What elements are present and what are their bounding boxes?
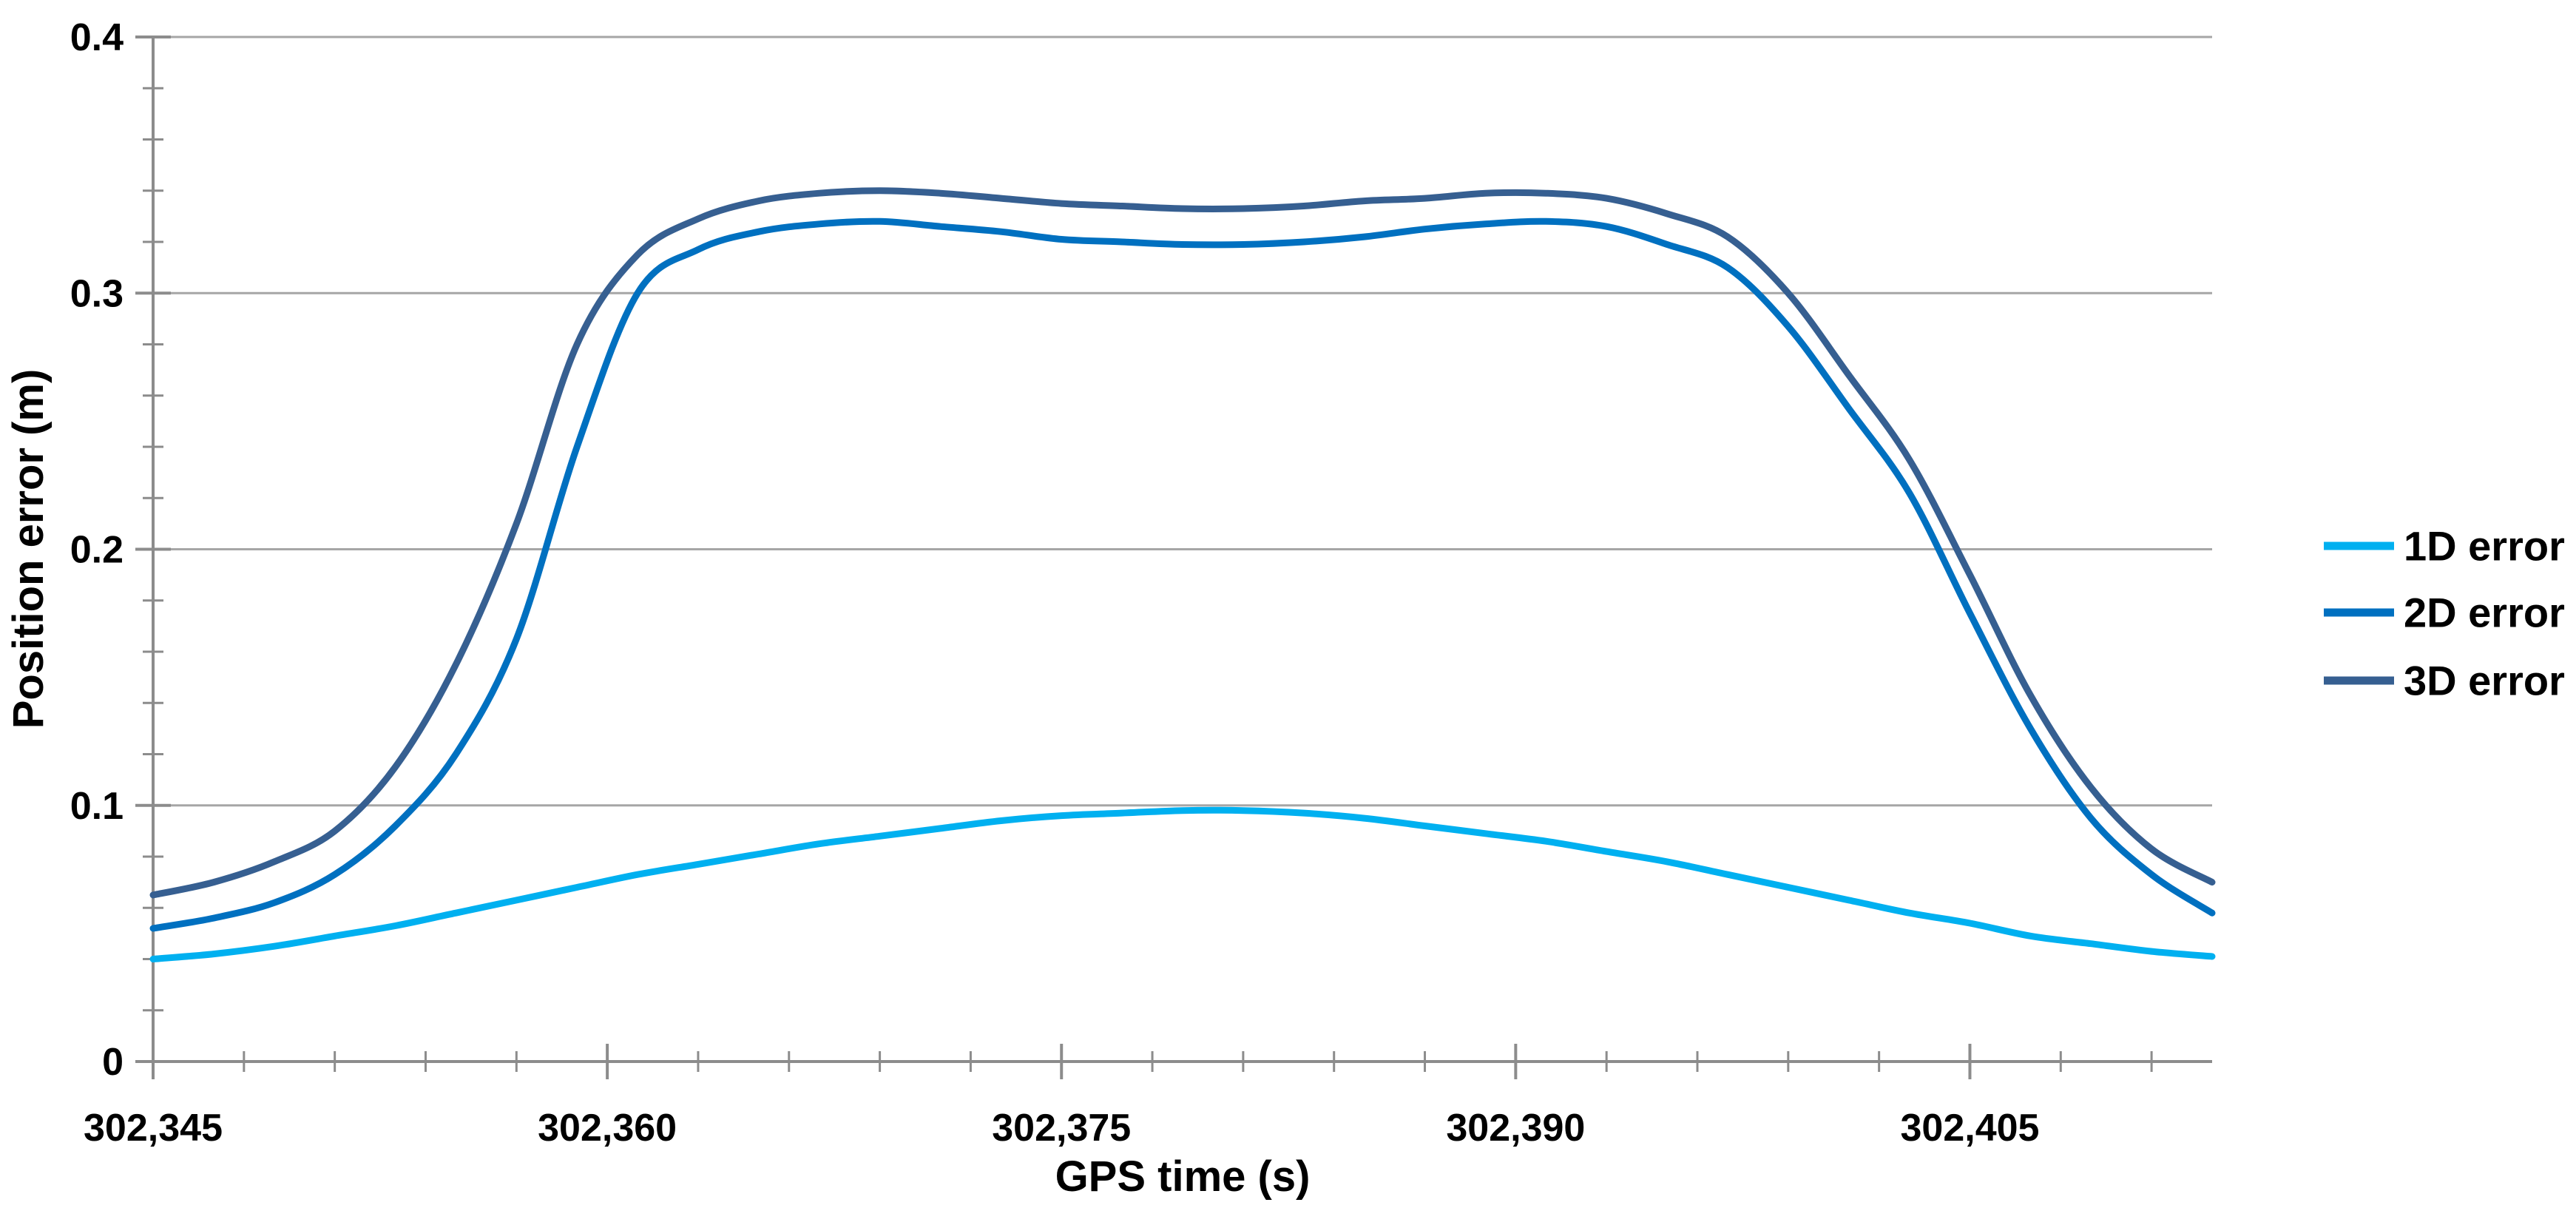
y-tick-label: 0.3: [70, 272, 124, 315]
y-axis-title: Position error (m): [4, 369, 53, 729]
ticks-layer: [135, 36, 2153, 1079]
legend-item-2d-error[interactable]: 2D error: [2324, 590, 2565, 636]
legend: 1D error 2D error 3D error: [2324, 523, 2565, 704]
legend-item-3d-error[interactable]: 3D error: [2324, 658, 2565, 704]
legend-label-3d-error: 3D error: [2404, 658, 2565, 704]
legend-item-1d-error[interactable]: 1D error: [2324, 523, 2565, 570]
y-tick-label: 0.2: [70, 529, 124, 572]
series-line-3d-error[interactable]: [149, 187, 2216, 899]
tick-labels-layer: 0 0.1 0.2 0.3 0.4 302,345 302,360 302,375 302,39…: [70, 16, 2040, 1150]
series-line-2d-error[interactable]: [149, 217, 2216, 932]
y-tick-label: 0: [102, 1041, 124, 1084]
legend-label-1d-error: 1D error: [2404, 523, 2565, 570]
y-tick-label: 0.4: [70, 16, 124, 59]
gridlines-layer: [153, 36, 2212, 807]
x-axis-title: GPS time (s): [1055, 1153, 1311, 1201]
x-tick-label: 302,375: [992, 1107, 1131, 1150]
legend-label-2d-error: 2D error: [2404, 590, 2565, 636]
x-tick-label: 302,360: [538, 1107, 677, 1150]
plot-series: [149, 187, 2216, 962]
series-line-1d-error[interactable]: [149, 806, 2216, 962]
x-tick-label: 302,405: [1900, 1107, 2039, 1150]
x-tick-label: 302,345: [84, 1107, 223, 1150]
x-tick-label: 302,390: [1446, 1107, 1585, 1150]
y-tick-label: 0.1: [70, 785, 124, 828]
